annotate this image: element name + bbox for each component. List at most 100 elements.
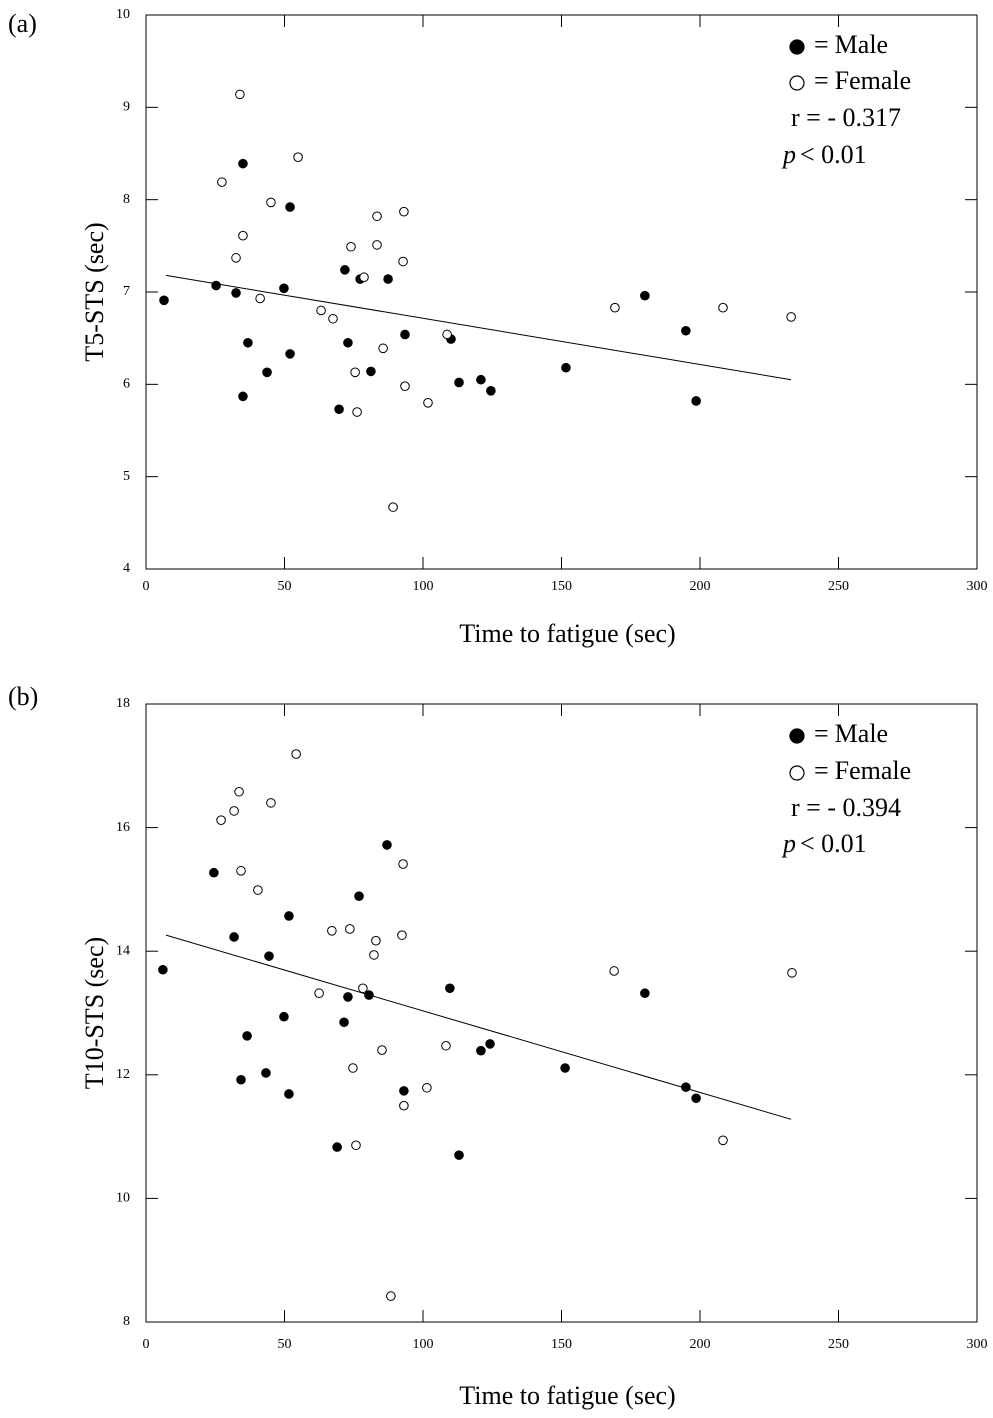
data-point — [383, 274, 393, 284]
y-tick-label: 12 — [116, 1067, 130, 1082]
x-tick-label: 250 — [828, 579, 849, 594]
data-point — [242, 1031, 252, 1041]
data-point — [423, 398, 433, 408]
data-point — [253, 885, 263, 895]
data-point — [229, 806, 239, 816]
legend-marker — [789, 75, 805, 91]
p-symbol: p — [781, 829, 796, 858]
y-tick-label: 14 — [116, 943, 130, 958]
data-point — [343, 992, 353, 1002]
y-tick-label: 4 — [123, 561, 130, 576]
data-point — [486, 385, 496, 396]
data-point — [316, 305, 326, 316]
data-point — [787, 968, 797, 978]
panel-label: (b) — [8, 682, 38, 711]
data-point — [266, 197, 276, 208]
x-tick-label: 100 — [413, 579, 434, 594]
data-point — [681, 325, 691, 336]
data-point — [284, 1089, 294, 1099]
data-point — [382, 840, 392, 850]
legend-separator: = — [814, 66, 829, 95]
data-point — [378, 343, 388, 354]
data-point — [561, 362, 571, 373]
y-axis-title: T10-STS (sec) — [80, 937, 109, 1089]
data-point — [209, 867, 219, 878]
x-tick-label: 50 — [278, 579, 292, 594]
data-point — [314, 988, 324, 999]
data-point — [359, 272, 369, 283]
data-point — [231, 288, 241, 298]
data-point — [400, 381, 410, 391]
y-tick-label: 18 — [116, 696, 130, 711]
p-text: < 0.01 — [800, 140, 867, 169]
data-point — [445, 983, 455, 994]
legend-marker — [789, 39, 805, 55]
data-point — [284, 911, 294, 921]
legend-separator: = — [814, 719, 829, 748]
data-point — [454, 1150, 464, 1160]
data-point — [332, 1142, 342, 1152]
p-value: p < 0.01 — [781, 829, 867, 858]
data-point — [350, 367, 360, 378]
data-point — [238, 158, 248, 169]
x-tick-label: 200 — [690, 579, 711, 594]
y-tick-label: 10 — [116, 1191, 130, 1206]
data-point — [640, 290, 650, 301]
y-tick-label: 16 — [116, 820, 130, 835]
x-tick-label: 150 — [551, 1337, 572, 1352]
y-tick-label: 10 — [116, 7, 130, 22]
data-point — [476, 374, 486, 385]
data-point — [262, 367, 272, 378]
data-point — [293, 152, 303, 162]
data-point — [718, 1135, 728, 1146]
legend-separator: = — [814, 30, 829, 59]
data-point — [441, 1040, 451, 1051]
data-point — [398, 859, 408, 869]
legend-entry: = Female — [814, 756, 911, 785]
y-tick-label: 9 — [123, 100, 130, 115]
data-point — [358, 983, 368, 994]
y-tick-label: 6 — [123, 377, 130, 392]
data-point — [369, 950, 379, 960]
data-point — [216, 815, 226, 825]
data-point — [442, 329, 452, 340]
x-tick-label: 200 — [690, 1337, 711, 1352]
data-point — [266, 798, 276, 808]
y-tick-label: 7 — [123, 284, 130, 299]
y-tick-label: 8 — [123, 1314, 130, 1329]
fit-line — [165, 934, 792, 1120]
data-point — [422, 1082, 432, 1093]
data-point — [454, 377, 464, 388]
correlation: r = - 0.317 — [791, 103, 901, 132]
fit-line — [165, 274, 792, 381]
p-text: < 0.01 — [800, 829, 867, 858]
data-point — [279, 1011, 289, 1022]
data-point — [159, 295, 169, 306]
x-tick-label: 300 — [967, 1337, 988, 1352]
data-point — [399, 206, 409, 217]
data-point — [399, 1100, 409, 1111]
p-symbol: p — [781, 140, 796, 169]
data-point — [364, 990, 374, 1000]
x-tick-label: 100 — [413, 1337, 434, 1352]
data-point — [345, 924, 355, 934]
data-point — [691, 1093, 701, 1104]
data-point — [398, 256, 408, 267]
x-tick-label: 150 — [551, 579, 572, 594]
data-point — [399, 1086, 409, 1096]
legend-name: Female — [835, 66, 912, 95]
data-point — [786, 312, 796, 322]
data-point — [354, 891, 364, 901]
data-point — [718, 302, 728, 313]
x-tick-label: 250 — [828, 1337, 849, 1352]
legend-name: Male — [835, 719, 888, 748]
data-point — [400, 329, 410, 340]
data-point — [327, 926, 337, 936]
data-point — [217, 177, 227, 187]
legend-marker — [789, 728, 805, 744]
data-point — [476, 1045, 486, 1056]
data-point — [346, 241, 356, 252]
data-point — [285, 202, 295, 212]
data-point — [238, 230, 248, 241]
